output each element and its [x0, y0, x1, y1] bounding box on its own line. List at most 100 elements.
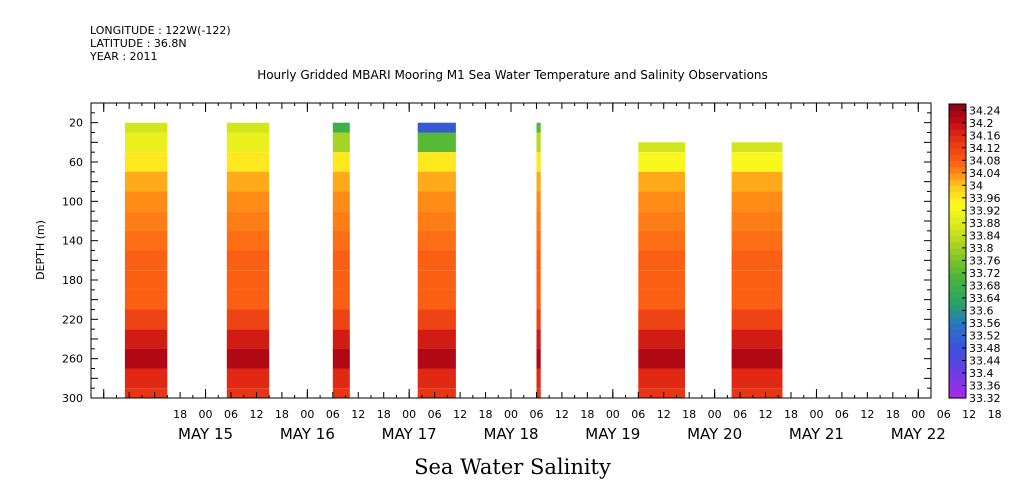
colorbar-swatch: [949, 147, 966, 155]
chart-title-wrap: Hourly Gridded MBARI Mooring M1 Sea Wate…: [0, 68, 1009, 82]
data-cell: [124, 132, 168, 153]
data-cell: [536, 309, 541, 330]
x-tick-label: 12: [351, 408, 365, 421]
data-cell: [226, 289, 270, 310]
data-cell: [536, 230, 541, 251]
data-cell: [332, 230, 350, 251]
colorbar-swatch: [949, 329, 966, 337]
colorbar-swatch: [949, 310, 966, 318]
colorbar-label: 33.92: [969, 204, 1001, 217]
data-cell: [226, 122, 270, 133]
colorbar: 34.2434.234.1634.1234.0834.043433.9633.9…: [948, 103, 1001, 405]
colorbar-swatch: [949, 241, 966, 249]
data-cell: [124, 171, 168, 192]
y-axis-label: DEPTH (m): [34, 220, 47, 280]
data-cell: [638, 211, 685, 231]
colorbar-label: 33.96: [969, 192, 1001, 205]
colorbar-label: 33.32: [969, 392, 1001, 405]
data-cell: [731, 211, 783, 231]
data-cell: [731, 348, 783, 369]
x-tick-label: 12: [962, 408, 976, 421]
colorbar-label: 33.84: [969, 229, 1001, 242]
data-cell: [332, 368, 350, 389]
colorbar-swatch: [949, 172, 966, 180]
colorbar-swatch: [949, 379, 966, 387]
data-cell: [417, 309, 456, 330]
colorbar-label: 34: [969, 179, 983, 192]
colorbar-swatch: [949, 166, 966, 174]
colorbar-swatch: [949, 191, 966, 199]
colorbar-swatch: [949, 254, 966, 261]
chart-title: Hourly Gridded MBARI Mooring M1 Sea Wate…: [257, 68, 768, 82]
colorbar-swatch: [949, 216, 966, 224]
data-cell: [731, 309, 783, 330]
x-tick-label: 18: [377, 408, 391, 421]
colorbar-label: 34.16: [969, 129, 1001, 142]
data-block: [124, 122, 168, 398]
data-cell: [536, 250, 541, 271]
data-cell: [124, 230, 168, 251]
colorbar-swatch: [949, 348, 966, 355]
x-tick-label: 12: [453, 408, 467, 421]
data-cell: [536, 132, 541, 153]
data-cell: [124, 289, 168, 310]
data-cell: [124, 309, 168, 330]
y-tick-label: 220: [62, 313, 83, 326]
colorbar-swatch: [949, 179, 966, 186]
data-cell: [731, 270, 783, 290]
colorbar-swatch: [949, 316, 966, 324]
data-cell: [332, 122, 350, 133]
data-cell: [638, 191, 685, 212]
x-tick-label: 12: [555, 408, 569, 421]
colorbar-swatch: [949, 160, 966, 168]
x-day-label: MAY 22: [891, 425, 946, 443]
x-tick-label: 06: [835, 408, 849, 421]
colorbar-swatch: [949, 279, 966, 286]
data-cell: [536, 388, 541, 398]
x-tick-label: 06: [937, 408, 951, 421]
x-day-label: MAY 18: [483, 425, 538, 443]
y-tick-label: 260: [62, 353, 83, 366]
data-cell: [536, 368, 541, 389]
colorbar-swatch: [949, 229, 966, 236]
data-cell: [226, 171, 270, 192]
x-tick-label: 06: [631, 408, 645, 421]
data-cell: [417, 329, 456, 349]
data-cell: [417, 122, 456, 133]
data-cell: [332, 309, 350, 330]
x-tick-label: 00: [809, 408, 823, 421]
colorbar-swatch: [949, 272, 966, 280]
colorbar-swatch: [949, 385, 966, 393]
colorbar-swatch: [949, 285, 966, 293]
colorbar-swatch: [949, 129, 966, 136]
colorbar-swatch: [949, 110, 966, 118]
plot-data-layer: [124, 122, 783, 398]
x-tick-label: 06: [224, 408, 238, 421]
colorbar-frame: [948, 103, 967, 399]
x-tick-label: 00: [606, 408, 620, 421]
y-tick-label: 300: [62, 392, 83, 405]
colorbar-swatch: [949, 341, 966, 349]
colorbar-swatch: [949, 373, 966, 380]
data-cell: [638, 388, 685, 398]
y-tick-label: 140: [62, 235, 83, 248]
y-tick-label: 60: [69, 156, 83, 169]
data-cell: [638, 142, 685, 153]
data-cell: [332, 250, 350, 271]
colorbar-label: 34.24: [969, 104, 1001, 117]
colorbar-swatch: [949, 260, 966, 268]
colorbar-label: 33.44: [969, 354, 1001, 367]
x-day-label: MAY 19: [585, 425, 640, 443]
colorbar-label: 33.68: [969, 279, 1001, 292]
x-tick-label: 12: [860, 408, 874, 421]
x-tick-label: 00: [504, 408, 518, 421]
colorbar-label: 33.52: [969, 329, 1001, 342]
colorbar-swatch: [949, 135, 966, 143]
colorbar-swatch: [949, 335, 966, 343]
data-cell: [226, 388, 270, 398]
longitude-label: LONGITUDE : 122W(-122): [90, 24, 231, 37]
data-cell: [731, 171, 783, 192]
data-cell: [124, 270, 168, 290]
data-cell: [332, 388, 350, 398]
x-day-label: MAY 16: [280, 425, 335, 443]
